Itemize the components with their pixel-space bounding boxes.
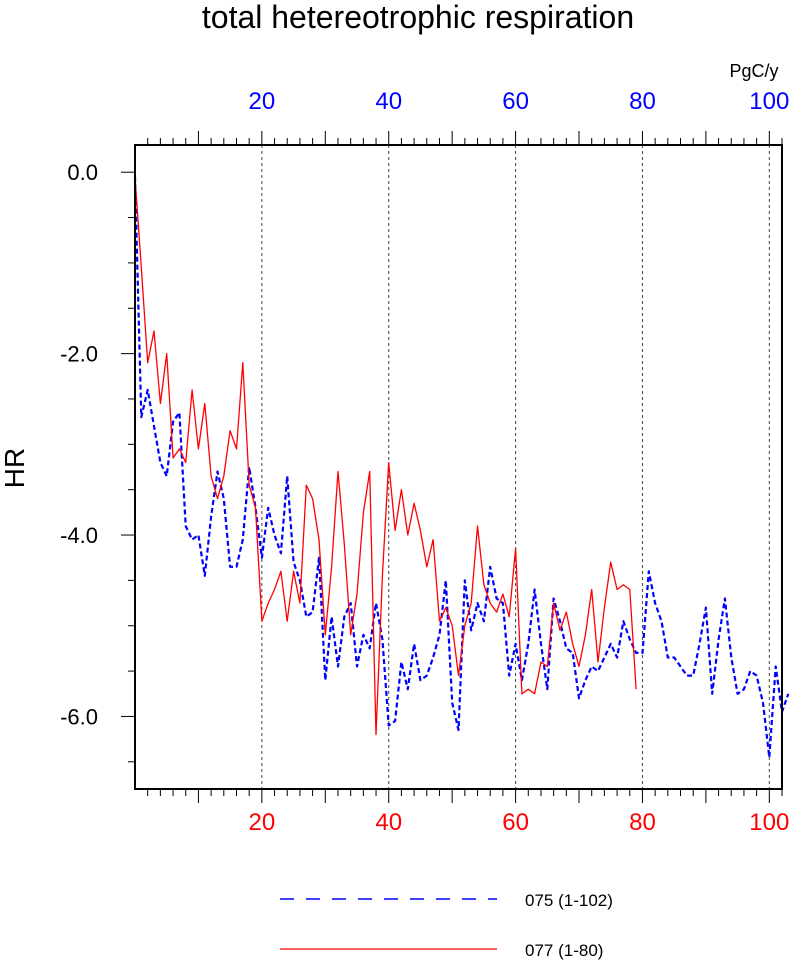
units-label: PgC/y [729,61,778,81]
legend-label-077: 077 (1-80) [525,941,603,960]
top-tick-label: 80 [629,88,656,115]
tick-labels: 0.0 -2.0 -4.0 -6.0 20 20 40 40 60 60 80 80 100 100 [60,88,789,836]
y-axis-label: HR [0,448,30,488]
top-tick-label: 60 [502,88,529,115]
bottom-tick-label: 100 [749,809,789,836]
axis-ticks [121,131,783,803]
series-group [133,176,790,759]
series-line-075 [133,176,790,759]
y-tick-label: -4.0 [60,523,98,548]
legend-label-075: 075 (1-102) [525,891,613,910]
grid-lines [261,145,770,789]
bottom-tick-label: 60 [502,809,529,836]
top-tick-label: 100 [749,88,789,115]
y-tick-label: -6.0 [60,704,98,729]
y-tick-label: -2.0 [60,342,98,367]
plot-frame [134,144,783,790]
legend: 075 (1-102) 077 (1-80) [280,891,613,960]
series-line-077 [134,176,637,736]
bottom-tick-label: 80 [629,809,656,836]
top-tick-label: 40 [375,88,402,115]
chart-title: total hetereotrophic respiration [202,0,634,35]
bottom-tick-label: 40 [375,809,402,836]
top-tick-label: 20 [249,88,276,115]
y-tick-label: 0.0 [67,160,98,185]
bottom-tick-label: 20 [249,809,276,836]
